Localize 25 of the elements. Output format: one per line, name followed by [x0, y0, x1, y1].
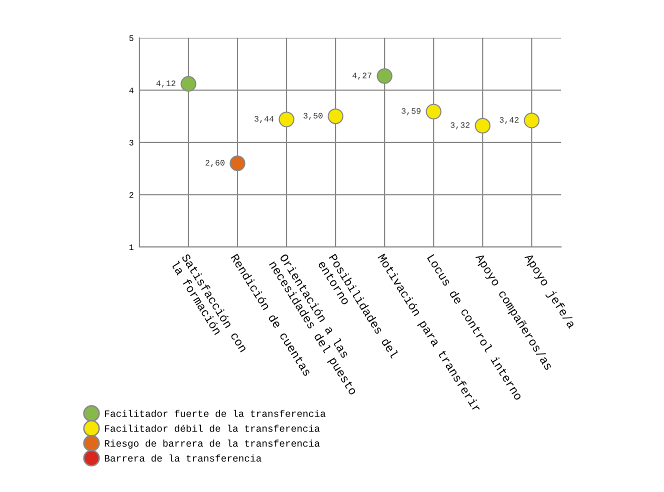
point: [376, 68, 392, 84]
y-tick-label: 1: [129, 244, 134, 250]
data-label: 3,32: [450, 122, 470, 130]
data-label: 3,44: [254, 116, 274, 124]
point: [524, 112, 540, 128]
data-label: 3,42: [500, 117, 519, 124]
legend-label: Riesgo de barrera de la transferencia: [104, 440, 320, 449]
point: [426, 104, 442, 120]
data-label: 4,12: [156, 80, 176, 88]
legend-label: Facilitador débil de la transferencia: [105, 424, 320, 432]
y-tick-label: 5: [129, 35, 134, 41]
y-tick-label: 4: [129, 88, 134, 94]
data-label: 2,60: [206, 160, 224, 167]
data-label: 4,27: [352, 72, 372, 80]
point: [180, 76, 196, 92]
point: [230, 156, 246, 172]
legend-label: Facilitador fuerte de la transferencia: [105, 410, 326, 417]
y-tick-label: 2: [129, 192, 134, 198]
point: [278, 112, 294, 128]
data-label: 3,59: [402, 108, 421, 116]
point: [328, 108, 344, 124]
point: [474, 118, 490, 134]
y-tick-label: 3: [129, 140, 134, 146]
data-label: 3,50: [304, 112, 323, 120]
legend-label: Barrera de la transferencia: [104, 454, 262, 462]
